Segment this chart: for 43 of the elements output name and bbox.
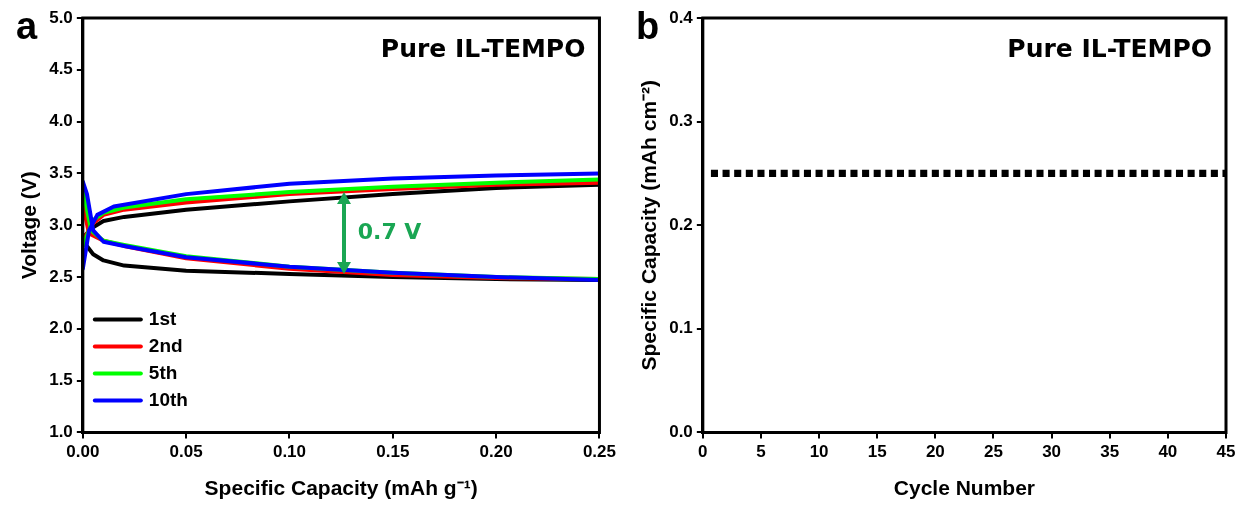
y-tick-label: 0.3	[669, 111, 693, 131]
y-tick-label: 4.5	[49, 59, 73, 79]
annotation: 0.7 V	[357, 219, 422, 245]
y-tick-label: 2.5	[49, 266, 73, 286]
annotation: Pure IL-TEMPO	[380, 33, 586, 63]
y-tick-label: 0.0	[669, 422, 693, 442]
x-tick-label: 0.20	[479, 442, 513, 462]
x-tick-label: 35	[1100, 442, 1120, 462]
y-tick-label: 5.0	[49, 7, 73, 27]
y-tick-label: 1.5	[49, 370, 73, 390]
y-axis-title: Voltage (V)	[17, 171, 41, 280]
x-tick-label: 0.15	[376, 442, 410, 462]
legend-label: 1st	[148, 307, 177, 329]
y-tick-label: 0.4	[669, 7, 694, 27]
y-tick-label: 3.0	[49, 214, 73, 234]
x-tick-label: 45	[1216, 442, 1236, 462]
x-tick-label: 0.00	[66, 442, 100, 462]
y-tick-label: 3.5	[49, 163, 73, 183]
x-axis-title: Cycle Number	[893, 476, 1036, 500]
x-tick-label: 40	[1158, 442, 1178, 462]
y-tick-label: 1.0	[49, 422, 73, 442]
annotation: Pure IL-TEMPO	[1007, 33, 1212, 63]
y-tick-label: 4.0	[49, 111, 73, 131]
x-tick-label: 0.25	[582, 442, 616, 462]
legend-label: 2nd	[148, 334, 183, 356]
chart-title: b	[636, 5, 660, 48]
legend-label: 5th	[148, 361, 178, 383]
x-tick-label: 10	[809, 442, 829, 462]
y-tick-label: 0.1	[669, 318, 693, 338]
y-tick-label: 0.2	[669, 214, 693, 234]
x-tick-label: 15	[867, 442, 887, 462]
x-tick-label: 0	[698, 442, 708, 462]
legend-label: 10th	[148, 388, 188, 410]
x-tick-label: 25	[984, 442, 1003, 462]
x-tick-label: 20	[925, 442, 945, 462]
x-tick-label: 0.10	[272, 442, 307, 462]
y-tick-label: 2.0	[49, 318, 73, 338]
x-axis-title: Specific Capacity (mAh g⁻¹)	[204, 476, 478, 500]
x-tick-label: 30	[1042, 442, 1062, 462]
y-axis-title: Specific Capacity (mAh cm⁻²)	[637, 79, 661, 371]
x-tick-label: 5	[756, 442, 766, 462]
x-tick-label: 0.05	[169, 442, 203, 462]
chart-title: a	[16, 5, 38, 48]
